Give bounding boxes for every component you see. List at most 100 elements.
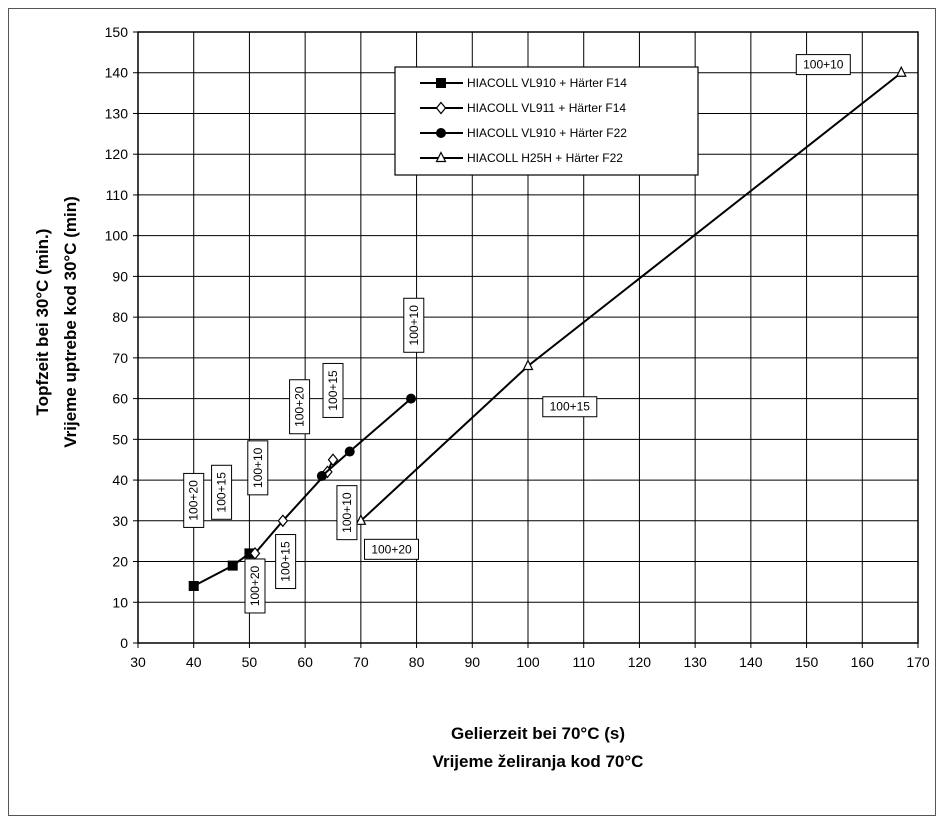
y-tick-label: 130: [105, 105, 129, 121]
annotation-box: 100+20: [364, 538, 419, 560]
data-point: [188, 580, 199, 591]
x-tick-label: 60: [297, 654, 313, 670]
y-tick-label: 50: [112, 431, 128, 447]
y-tick-label: 80: [112, 309, 128, 325]
x-tick-label: 40: [186, 654, 202, 670]
y-tick-label: 150: [105, 24, 129, 40]
x-tick-label: 130: [683, 654, 707, 670]
y-tick-label: 30: [112, 513, 128, 529]
legend-label: HIACOLL VL910 + Härter F22: [467, 126, 627, 140]
x-tick-label: 170: [906, 654, 930, 670]
x-tick-label: 90: [464, 654, 480, 670]
y-tick-label: 0: [120, 635, 128, 651]
y-tick-label: 120: [105, 146, 129, 162]
annotation-box: 100+20: [244, 558, 266, 614]
data-point: [355, 513, 367, 525]
annotation-box: 100+10: [247, 440, 269, 496]
series-1: [188, 548, 255, 591]
y-axis-label-line-1: Topfzeit bei 30°C (min.): [33, 229, 52, 416]
annotation-box: 100+15: [275, 534, 297, 590]
annotation-box: 100+20: [289, 379, 311, 435]
x-tick-label: 80: [409, 654, 425, 670]
x-axis-ticks: 30 40 50 60 70 80 90 100 110 120 130 140 150 160 170: [130, 643, 930, 670]
legend-label: HIACOLL VL910 + Härter F14: [467, 76, 627, 90]
annotation-frame: [247, 440, 269, 496]
annotation-label: 100+20: [371, 542, 412, 556]
annotation-box: 100+10: [336, 485, 358, 541]
annotation-box: 100+10: [795, 54, 851, 76]
annotation-label: 100+10: [340, 492, 354, 533]
x-axis-label-line-1: Gelierzeit bei 70°C (s): [451, 724, 625, 743]
legend-marker: [436, 78, 446, 88]
annotation-label: 100+15: [279, 541, 293, 582]
x-tick-label: 50: [242, 654, 258, 670]
annotation-label: 100+20: [293, 386, 307, 427]
annotation-frame: [336, 485, 358, 541]
x-tick-label: 150: [795, 654, 819, 670]
legend-marker: [435, 101, 447, 115]
x-tick-label: 140: [739, 654, 763, 670]
legend-marker: [435, 151, 447, 163]
x-tick-label: 30: [130, 654, 146, 670]
annotation-box: 100+15: [322, 362, 344, 418]
annotation-frame: [542, 396, 598, 418]
annotations: 100+20 100+15 100+10 100+20 100+15 100+20 100+…: [183, 54, 851, 614]
data-point: [895, 65, 907, 77]
series-line: [254, 459, 334, 555]
series-line: [193, 552, 251, 587]
series-4: [355, 65, 907, 525]
x-tick-label: 120: [628, 654, 652, 670]
series-3: [316, 393, 416, 481]
y-tick-label: 110: [106, 187, 129, 203]
legend: HIACOLL VL910 + Härter F14 HIACOLL VL911 …: [394, 66, 699, 176]
annotation-label: 100+15: [215, 472, 229, 513]
annotation-frame: [211, 464, 233, 520]
legend-marker: [436, 128, 446, 138]
legend-label: HIACOLL H25H + Härter F22: [467, 151, 623, 165]
series-group: [188, 65, 907, 591]
x-tick-label: 110: [573, 654, 596, 670]
y-tick-label: 140: [105, 65, 129, 81]
annotation-frame: [322, 362, 344, 418]
x-axis-label-line-2: Vrijeme želiranja kod 70°C: [433, 752, 644, 771]
annotation-box: 100+15: [211, 464, 233, 520]
data-point: [522, 359, 534, 371]
y-tick-label: 70: [112, 350, 128, 366]
annotation-label: 100+20: [187, 480, 201, 521]
annotation-label: 100+10: [803, 58, 844, 72]
annotation-label: 100+15: [550, 400, 591, 414]
legend-entry-4: HIACOLL H25H + Härter F22: [420, 151, 623, 165]
annotation-label: 100+15: [326, 370, 340, 411]
annotation-label: 100+20: [248, 565, 262, 606]
annotation-box: 100+10: [403, 297, 425, 353]
annotation-frame: [275, 534, 297, 590]
annotation-label: 100+10: [407, 305, 421, 346]
annotation-box: 100+15: [542, 396, 598, 418]
legend-label: HIACOLL VL911 + Härter F14: [467, 101, 626, 115]
annotation-frame: [289, 379, 311, 435]
y-tick-label: 20: [112, 554, 128, 570]
y-axis-label-line-2: Vrijeme uptrebe kod 30°C (min): [61, 196, 80, 447]
annotation-frame: [244, 558, 266, 614]
x-tick-label: 100: [516, 654, 540, 670]
annotation-frame: [364, 538, 419, 560]
legend-entry-2: HIACOLL VL911 + Härter F14: [420, 101, 626, 115]
data-point: [277, 514, 289, 528]
y-tick-label: 90: [112, 268, 128, 284]
annotation-box: 100+20: [183, 472, 205, 528]
annotation-frame: [403, 297, 425, 353]
legend-entry-3: HIACOLL VL910 + Härter F22: [420, 126, 627, 140]
data-point: [406, 393, 416, 404]
legend-entry-1: HIACOLL VL910 + Härter F14: [420, 76, 627, 90]
y-tick-label: 40: [112, 472, 128, 488]
y-tick-label: 100: [105, 228, 129, 244]
y-tick-label: 60: [112, 391, 128, 407]
annotation-label: 100+10: [251, 447, 265, 488]
data-point: [344, 446, 355, 457]
annotation-frame: [795, 54, 851, 76]
y-axis-ticks: 0 10 20 30 40 50 60 70 80 90 100 110 120 130 140 150: [105, 24, 138, 651]
annotation-frame: [183, 472, 205, 528]
y-tick-label: 10: [112, 594, 128, 610]
x-tick-label: 160: [851, 654, 875, 670]
